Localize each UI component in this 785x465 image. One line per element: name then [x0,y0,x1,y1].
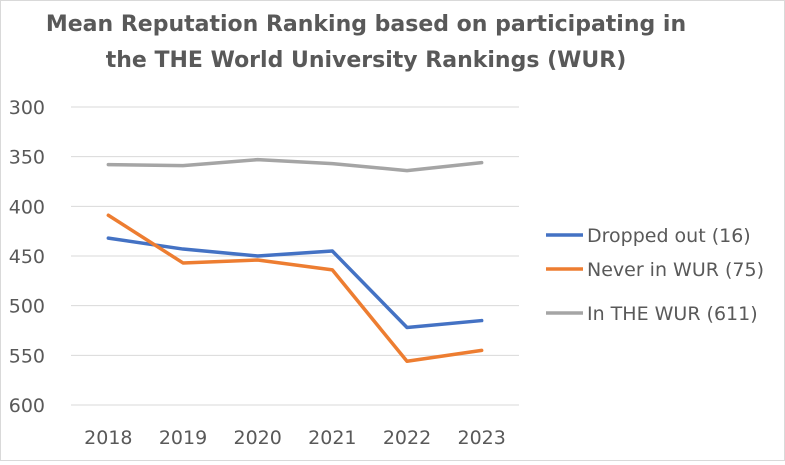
series-line-0 [106,236,484,330]
series-line-1 [106,213,484,364]
y-tick-label: 450 [9,246,45,268]
x-tick-label: 2021 [308,427,356,449]
y-tick-label: 500 [9,296,45,318]
y-tick-label: 400 [9,196,45,218]
y-tick-label: 300 [9,97,45,119]
y-tick-label: 350 [9,147,45,169]
x-tick-label: 2022 [383,427,431,449]
legend-label: Dropped out (16) [587,225,751,247]
y-tick-label: 600 [9,395,45,417]
x-tick-label: 2023 [457,427,505,449]
legend-label: Never in WUR (75) [587,259,764,281]
x-tick-label: 2019 [159,427,207,449]
chart-title-line-2: the THE World University Rankings (WUR) [106,48,627,73]
legend-label: In THE WUR (611) [587,303,758,325]
chart-title-line-1: Mean Reputation Ranking based on partici… [46,12,686,37]
x-tick-label: 2018 [84,427,132,449]
series-line-2 [106,157,484,173]
y-tick-label: 550 [9,345,45,367]
x-tick-label: 2020 [233,427,281,449]
